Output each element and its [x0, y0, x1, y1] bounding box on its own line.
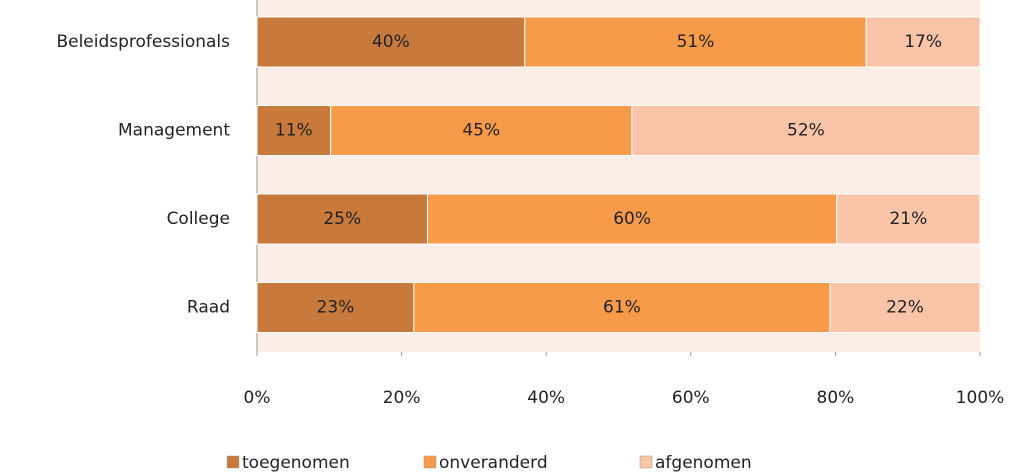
- data-label: 22%: [886, 298, 924, 318]
- x-tick-label: 100%: [956, 388, 1005, 408]
- bar-segment: [524, 16, 867, 68]
- x-tick-label: 0%: [244, 388, 271, 408]
- legend-swatch: [639, 455, 653, 469]
- bar-segment: [865, 16, 981, 68]
- legend-label: onveranderd: [439, 453, 548, 473]
- y-tick-label: Management: [118, 121, 230, 141]
- y-tick-label: Raad: [187, 298, 230, 318]
- data-label: 45%: [462, 121, 500, 141]
- data-label: 25%: [323, 209, 361, 229]
- bar-segment: [413, 282, 831, 333]
- data-label: 17%: [904, 32, 942, 52]
- bar-segment: [631, 105, 981, 156]
- y-tick-label: College: [167, 209, 230, 229]
- legend-label: toegenomen: [242, 453, 350, 473]
- bar-segment: [256, 193, 429, 245]
- x-tick-label: 20%: [383, 388, 421, 408]
- bar-segment: [256, 282, 415, 333]
- data-label: 11%: [275, 121, 313, 141]
- x-tick-label: 60%: [672, 388, 710, 408]
- y-tick-label: Beleidsprofessionals: [56, 32, 230, 52]
- bar-segment: [256, 105, 332, 156]
- data-label: 51%: [677, 32, 715, 52]
- data-label: 61%: [603, 298, 641, 318]
- x-tick-label: 40%: [527, 388, 565, 408]
- data-label: 40%: [372, 32, 410, 52]
- bar-segment: [427, 193, 838, 245]
- data-label: 60%: [613, 209, 651, 229]
- bar-segment: [829, 282, 981, 333]
- x-tick-label: 80%: [817, 388, 855, 408]
- data-label: 23%: [317, 298, 355, 318]
- data-label: 52%: [787, 121, 825, 141]
- bar-segment: [836, 193, 981, 245]
- legend-swatch: [423, 455, 437, 469]
- bar-segment: [330, 105, 633, 156]
- legend-label: afgenomen: [655, 453, 752, 473]
- data-label: 21%: [889, 209, 927, 229]
- legend-swatch: [226, 455, 240, 469]
